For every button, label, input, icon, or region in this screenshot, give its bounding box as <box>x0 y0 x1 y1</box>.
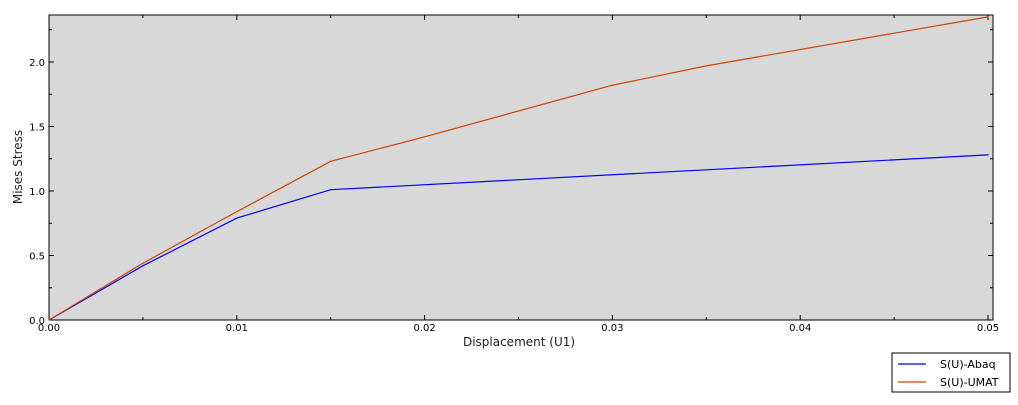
data-point <box>330 160 332 162</box>
x-tick-label: 0.03 <box>601 323 623 334</box>
x-tick-label: 0.00 <box>38 323 60 334</box>
data-point <box>48 319 50 321</box>
x-tick-label: 0.01 <box>226 323 248 334</box>
data-point <box>987 154 989 156</box>
data-point <box>705 65 707 67</box>
data-point <box>142 262 144 264</box>
data-point <box>987 16 989 18</box>
legend-label: S(U)-UMAT <box>940 376 999 389</box>
data-point <box>236 211 238 213</box>
y-tick-label: 2.0 <box>29 58 45 69</box>
x-tick-label: 0.04 <box>789 323 811 334</box>
legend: S(U)-Abaq S(U)-UMAT <box>891 352 1011 393</box>
data-point <box>611 84 614 86</box>
data-point <box>424 136 426 138</box>
x-tick-label: 0.02 <box>413 323 435 334</box>
y-tick-label: 1.0 <box>29 187 45 198</box>
data-point <box>142 265 144 267</box>
x-tick-label: 0.05 <box>977 323 999 334</box>
data-point <box>236 217 238 219</box>
legend-label: S(U)-Abaq <box>940 358 996 371</box>
plot-area <box>48 14 994 321</box>
y-axis-label: Mises Stress <box>11 130 25 204</box>
y-tick-label: 0.0 <box>29 316 45 327</box>
x-axis-label: Displacement (U1) <box>463 335 575 349</box>
data-point <box>330 189 332 191</box>
series-line-S(U)-UMAT <box>48 16 989 321</box>
y-tick-label: 0.5 <box>29 252 45 263</box>
y-tick-label: 1.5 <box>29 123 45 134</box>
